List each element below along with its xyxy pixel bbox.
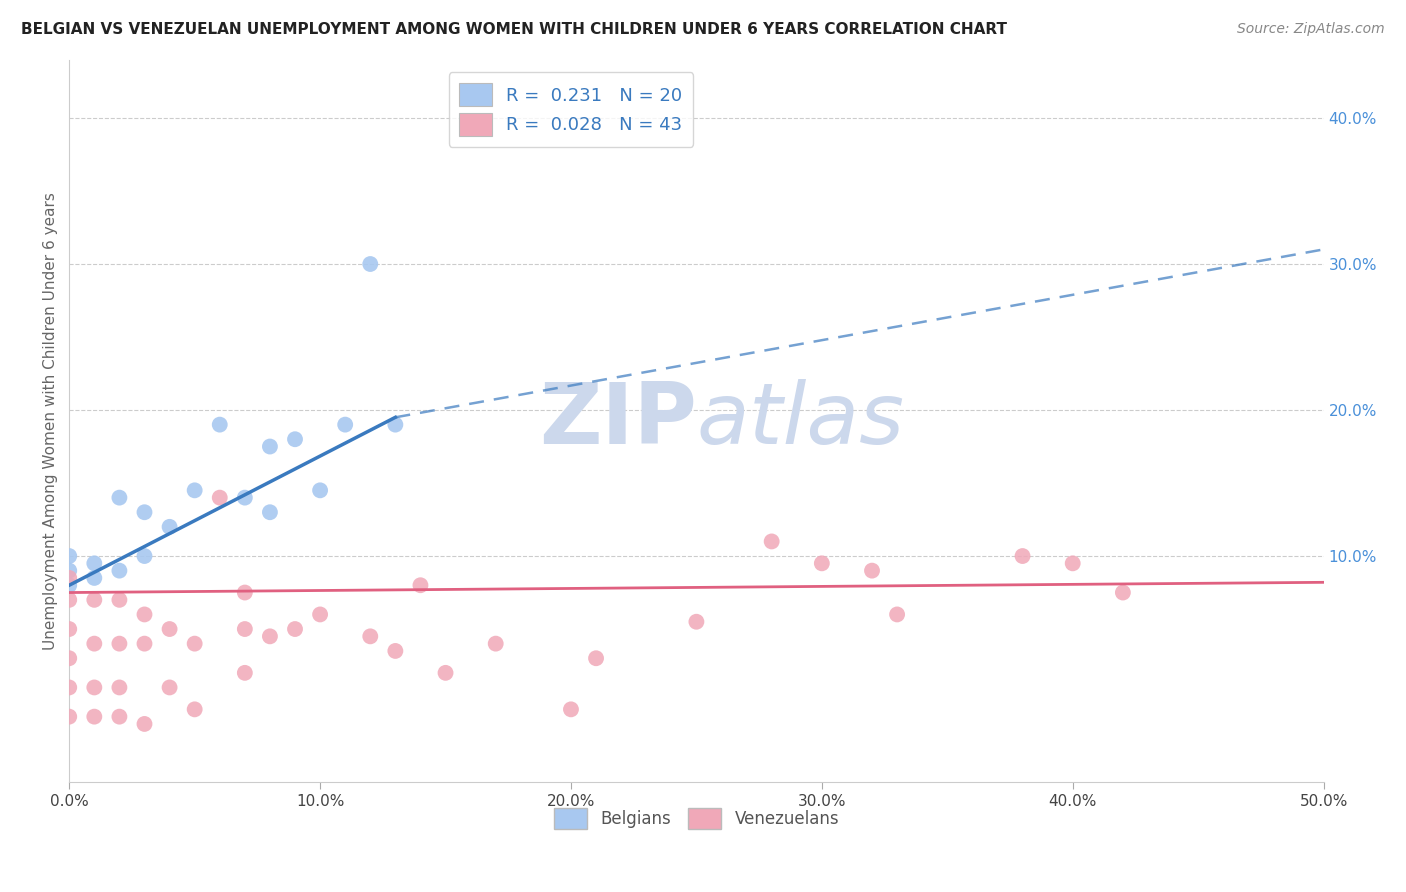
Point <box>159 681 181 695</box>
Point <box>233 491 256 505</box>
Text: BELGIAN VS VENEZUELAN UNEMPLOYMENT AMONG WOMEN WITH CHILDREN UNDER 6 YEARS CORRE: BELGIAN VS VENEZUELAN UNEMPLOYMENT AMONG… <box>21 22 1007 37</box>
Point <box>83 709 105 723</box>
Point <box>284 622 307 636</box>
Point <box>359 629 381 643</box>
Point <box>58 549 80 563</box>
Point <box>58 564 80 578</box>
Point <box>134 607 156 622</box>
Point <box>1062 557 1084 571</box>
Point <box>259 440 281 454</box>
Point <box>860 564 883 578</box>
Point <box>208 417 231 432</box>
Point <box>685 615 707 629</box>
Point <box>309 607 332 622</box>
Text: ZIP: ZIP <box>538 379 696 462</box>
Point <box>233 622 256 636</box>
Point <box>259 505 281 519</box>
Point <box>83 681 105 695</box>
Point <box>335 417 357 432</box>
Point <box>233 585 256 599</box>
Point <box>108 709 131 723</box>
Point <box>83 637 105 651</box>
Point <box>83 571 105 585</box>
Point <box>1011 549 1033 563</box>
Point <box>58 578 80 592</box>
Point <box>434 665 457 680</box>
Point <box>134 717 156 731</box>
Point <box>560 702 582 716</box>
Point <box>108 564 131 578</box>
Point <box>585 651 607 665</box>
Point <box>409 578 432 592</box>
Point <box>159 622 181 636</box>
Point <box>309 483 332 498</box>
Point <box>58 592 80 607</box>
Point <box>233 665 256 680</box>
Point <box>58 681 80 695</box>
Point <box>58 709 80 723</box>
Point <box>384 417 406 432</box>
Point <box>811 557 834 571</box>
Y-axis label: Unemployment Among Women with Children Under 6 years: Unemployment Among Women with Children U… <box>44 192 58 650</box>
Legend: Belgians, Venezuelans: Belgians, Venezuelans <box>547 802 846 836</box>
Point <box>58 571 80 585</box>
Point <box>108 637 131 651</box>
Point <box>183 702 205 716</box>
Point <box>384 644 406 658</box>
Point <box>284 432 307 446</box>
Text: Source: ZipAtlas.com: Source: ZipAtlas.com <box>1237 22 1385 37</box>
Point <box>208 491 231 505</box>
Point <box>183 637 205 651</box>
Point <box>108 592 131 607</box>
Point <box>134 549 156 563</box>
Point <box>83 592 105 607</box>
Point <box>359 257 381 271</box>
Point <box>761 534 783 549</box>
Point <box>134 637 156 651</box>
Point <box>108 681 131 695</box>
Point <box>1112 585 1135 599</box>
Point <box>58 651 80 665</box>
Point <box>485 637 508 651</box>
Point <box>58 622 80 636</box>
Point <box>83 557 105 571</box>
Text: atlas: atlas <box>696 379 904 462</box>
Point <box>886 607 908 622</box>
Point <box>108 491 131 505</box>
Point <box>183 483 205 498</box>
Point <box>159 520 181 534</box>
Point <box>259 629 281 643</box>
Point <box>134 505 156 519</box>
